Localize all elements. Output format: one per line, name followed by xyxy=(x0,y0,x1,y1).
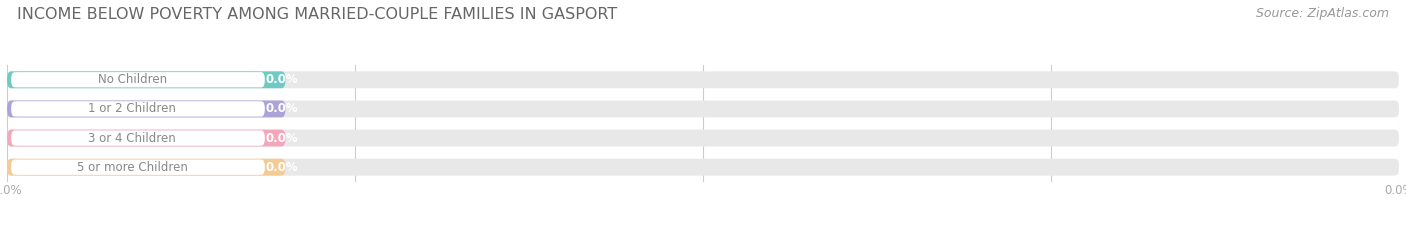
FancyBboxPatch shape xyxy=(11,72,264,87)
Text: No Children: No Children xyxy=(98,73,167,86)
FancyBboxPatch shape xyxy=(7,159,285,176)
FancyBboxPatch shape xyxy=(11,160,264,175)
FancyBboxPatch shape xyxy=(7,130,285,147)
FancyBboxPatch shape xyxy=(7,100,1399,117)
Text: 1 or 2 Children: 1 or 2 Children xyxy=(89,103,176,115)
Text: 3 or 4 Children: 3 or 4 Children xyxy=(89,132,176,144)
Text: 5 or more Children: 5 or more Children xyxy=(77,161,188,174)
FancyBboxPatch shape xyxy=(7,71,285,88)
Text: 0.0%: 0.0% xyxy=(266,161,298,174)
FancyBboxPatch shape xyxy=(14,72,264,87)
FancyBboxPatch shape xyxy=(7,130,1399,147)
FancyBboxPatch shape xyxy=(14,102,264,116)
FancyBboxPatch shape xyxy=(14,131,264,145)
FancyBboxPatch shape xyxy=(11,130,264,146)
Text: INCOME BELOW POVERTY AMONG MARRIED-COUPLE FAMILIES IN GASPORT: INCOME BELOW POVERTY AMONG MARRIED-COUPL… xyxy=(17,7,617,22)
Text: 0.0%: 0.0% xyxy=(0,184,22,197)
FancyBboxPatch shape xyxy=(7,100,285,117)
FancyBboxPatch shape xyxy=(11,101,264,116)
FancyBboxPatch shape xyxy=(14,160,264,175)
Text: Source: ZipAtlas.com: Source: ZipAtlas.com xyxy=(1256,7,1389,20)
FancyBboxPatch shape xyxy=(7,159,1399,176)
Text: 0.0%: 0.0% xyxy=(1384,184,1406,197)
Text: 0.0%: 0.0% xyxy=(266,103,298,115)
FancyBboxPatch shape xyxy=(7,71,1399,88)
Text: 0.0%: 0.0% xyxy=(266,73,298,86)
Text: 0.0%: 0.0% xyxy=(266,132,298,144)
